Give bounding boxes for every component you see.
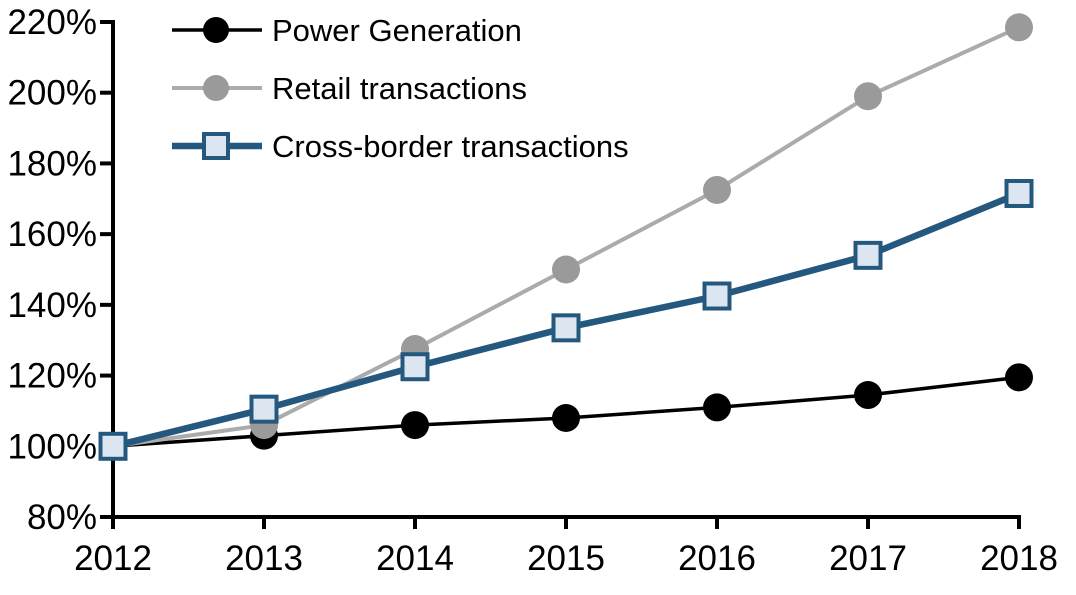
legend-item-cross-border-transactions: Cross-border transactions <box>172 129 629 164</box>
legend-marker-cross-border-transactions <box>202 132 230 160</box>
series-power-generation <box>99 363 1033 461</box>
data-point-power-generation-2018 <box>1005 363 1033 392</box>
data-point-cross-border-transactions-2016 <box>702 281 732 311</box>
x-tick-label: 2017 <box>829 539 907 578</box>
y-tick-label: 120% <box>7 357 97 396</box>
data-point-power-generation-2014 <box>401 411 429 440</box>
data-point-cross-border-transactions-2013 <box>249 394 279 424</box>
legend-item-power-generation: Power Generation <box>172 13 522 48</box>
axes: 80% 100% 120% 140% 160% 180% 200% 220% 2012 2013 2… <box>7 3 1057 578</box>
x-tick-label: 2016 <box>678 539 756 578</box>
y-tick-label: 100% <box>7 427 97 466</box>
y-tick-label: 200% <box>7 74 97 113</box>
legend-label-cross-border-transactions: Cross-border transactions <box>272 129 629 164</box>
x-tick-label: 2013 <box>225 539 303 578</box>
data-point-cross-border-transactions-2017 <box>853 240 883 270</box>
data-point-retail-transactions-2015 <box>552 255 580 284</box>
data-point-power-generation-2016 <box>703 393 731 422</box>
data-point-retail-transactions-2018 <box>1005 13 1033 42</box>
x-tick-label: 2012 <box>74 539 152 578</box>
legend-item-retail-transactions: Retail transactions <box>172 71 527 106</box>
y-tick-label: 80% <box>27 498 97 537</box>
y-tick-label: 180% <box>7 144 97 183</box>
legend-marker-retail-transactions <box>203 75 229 101</box>
data-point-power-generation-2015 <box>552 404 580 432</box>
data-point-cross-border-transactions-2015 <box>551 313 581 343</box>
data-point-retail-transactions-2017 <box>854 82 882 111</box>
data-point-cross-border-transactions-2012 <box>98 431 128 461</box>
data-point-power-generation-2017 <box>854 381 882 410</box>
series-line-retail-transactions <box>112 25 1020 449</box>
y-tick-label: 140% <box>7 286 97 325</box>
x-tick-label: 2015 <box>527 539 605 578</box>
y-tick-label: 160% <box>7 215 97 254</box>
legend-label-power-generation: Power Generation <box>272 13 522 48</box>
legend-label-retail-transactions: Retail transactions <box>272 71 527 106</box>
data-point-retail-transactions-2016 <box>703 175 731 204</box>
y-tick-label: 220% <box>7 3 97 42</box>
x-tick-label: 2014 <box>376 539 454 578</box>
data-point-cross-border-transactions-2014 <box>400 352 430 382</box>
legend-marker-power-generation <box>203 17 229 43</box>
series-cross-border-transactions <box>98 178 1034 461</box>
x-tick-label: 2018 <box>980 539 1058 578</box>
data-point-cross-border-transactions-2018 <box>1004 178 1034 208</box>
legend: Power Generation Retail transactions Cross… <box>172 13 629 164</box>
